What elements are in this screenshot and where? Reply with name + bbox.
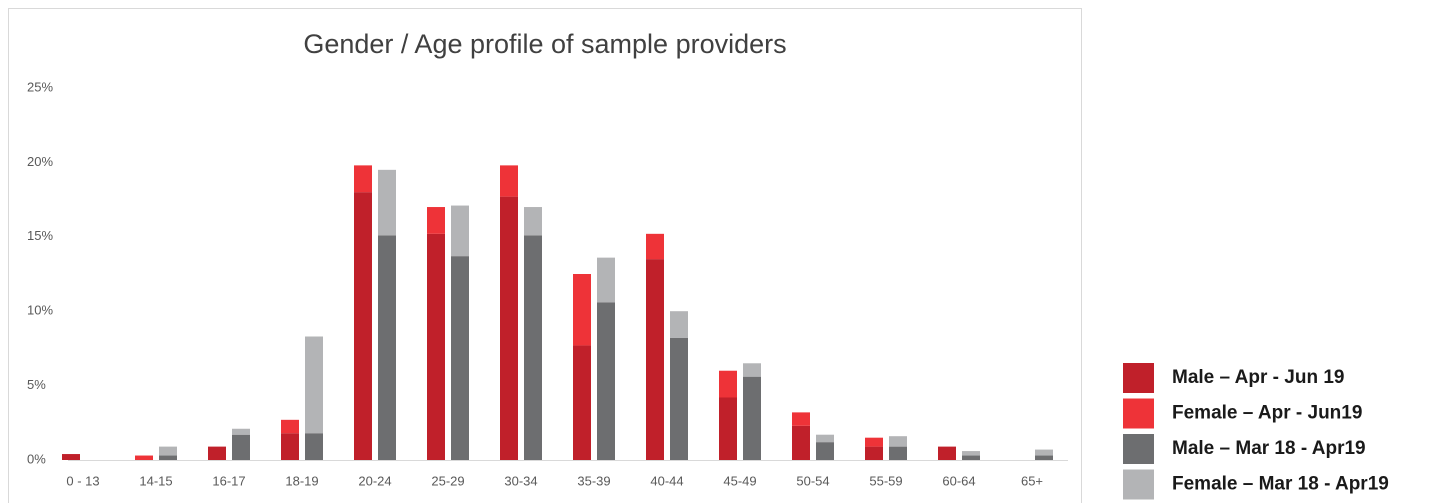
y-tick-label: 0% [27, 451, 46, 466]
x-tick-label: 16-17 [212, 473, 245, 488]
bar [597, 257, 615, 303]
bar [719, 370, 737, 398]
bar [865, 446, 883, 460]
bar [62, 454, 80, 460]
x-tick-label: 30-34 [504, 473, 537, 488]
bar [962, 455, 980, 460]
bar [1035, 449, 1053, 456]
bar [1035, 455, 1053, 460]
bar [792, 425, 810, 460]
legend-label: Female – Mar 18 - Apr19 [1172, 474, 1389, 495]
bar [500, 196, 518, 460]
bar [719, 397, 737, 460]
bar [159, 455, 177, 460]
y-tick-label: 25% [27, 79, 53, 94]
legend-swatch [1123, 398, 1154, 429]
bar [573, 345, 591, 460]
bar [378, 235, 396, 460]
bar [232, 428, 250, 435]
bar [816, 442, 834, 460]
x-tick-label: 25-29 [431, 473, 464, 488]
bar [135, 455, 153, 460]
legend-swatch [1123, 363, 1154, 393]
bar [816, 434, 834, 443]
x-tick-label: 45-49 [723, 473, 756, 488]
bar [743, 363, 761, 377]
bar [889, 436, 907, 447]
y-tick-label: 5% [27, 377, 46, 392]
chart-title: Gender / Age profile of sample providers [303, 29, 786, 59]
y-tick-label: 15% [27, 228, 53, 243]
bar [865, 437, 883, 447]
x-tick-label: 55-59 [869, 473, 902, 488]
bar [938, 446, 956, 460]
bar [451, 256, 469, 460]
bar [670, 311, 688, 338]
legend-label: Male – Apr - Jun 19 [1172, 367, 1344, 388]
legend-label: Male – Mar 18 - Apr19 [1172, 438, 1366, 459]
x-tick-label: 18-19 [285, 473, 318, 488]
bar [646, 259, 664, 460]
y-tick-label: 20% [27, 154, 53, 169]
bar [573, 274, 591, 346]
x-tick-label: 65+ [1021, 473, 1043, 488]
bar [646, 233, 664, 260]
bar [597, 302, 615, 460]
bar [792, 412, 810, 426]
bar [451, 205, 469, 257]
bar [962, 451, 980, 456]
bar [281, 433, 299, 460]
x-tick-label: 20-24 [358, 473, 391, 488]
legend-swatch [1123, 434, 1154, 464]
bar [354, 192, 372, 460]
bar [524, 235, 542, 460]
x-tick-label: 60-64 [942, 473, 975, 488]
legend-swatch [1123, 469, 1154, 500]
x-tick-label: 35-39 [577, 473, 610, 488]
bar [524, 207, 542, 236]
bar [378, 169, 396, 236]
bar [889, 446, 907, 460]
bar [670, 337, 688, 460]
bar [354, 165, 372, 193]
bar [743, 376, 761, 460]
y-tick-label: 10% [27, 303, 53, 318]
bar [281, 419, 299, 434]
x-tick-label: 14-15 [139, 473, 172, 488]
legend-label: Female – Apr - Jun19 [1172, 403, 1362, 424]
bar [159, 446, 177, 456]
x-tick-label: 40-44 [650, 473, 683, 488]
bar [427, 207, 445, 234]
bar [305, 433, 323, 460]
bar [305, 336, 323, 434]
x-tick-label: 0 - 13 [66, 473, 99, 488]
bar [427, 233, 445, 460]
bar [232, 434, 250, 460]
bar [500, 165, 518, 197]
x-tick-label: 50-54 [796, 473, 829, 488]
chart-frame [8, 8, 1082, 503]
bar [208, 446, 226, 460]
